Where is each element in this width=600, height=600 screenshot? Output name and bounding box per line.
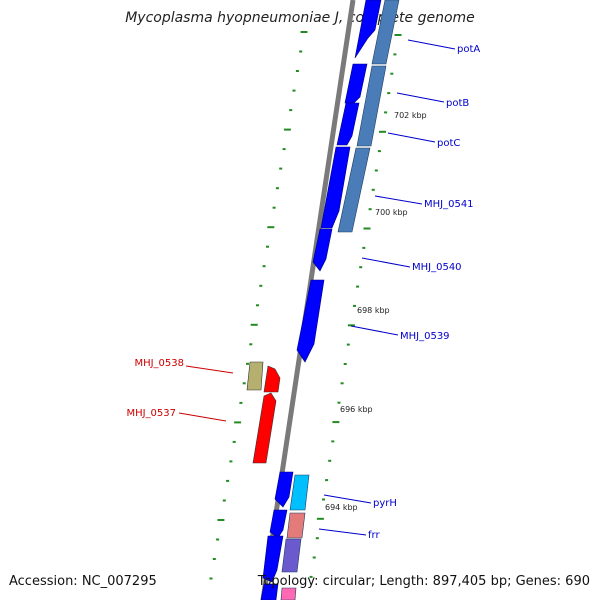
gene-label-mhj0541[interactable]: MHJ_0541 bbox=[424, 199, 474, 210]
accession-text: Accession: NC_007295 bbox=[9, 574, 157, 589]
label-leader-lines bbox=[178, 39, 456, 536]
ruler-label-702kbp: 702 kbp bbox=[394, 111, 427, 120]
gene-block-mhj0541[interactable] bbox=[320, 146, 351, 229]
gene-block-potb[interactable] bbox=[344, 63, 368, 104]
gene-label-mhj0537[interactable]: MHJ_0537 bbox=[126, 408, 176, 419]
gene-block-frr-blue[interactable] bbox=[269, 509, 288, 539]
gene-label-frr[interactable]: frr bbox=[368, 530, 380, 541]
forward-strand-genes bbox=[260, 0, 382, 600]
gene-label-pyrh[interactable]: pyrH bbox=[373, 498, 397, 509]
feature-block-next1[interactable] bbox=[281, 538, 302, 573]
genome-summary-text: Topology: circular; Length: 897,405 bp; … bbox=[257, 574, 590, 589]
inner-ruler-ticks bbox=[309, 34, 402, 578]
feature-block-pyrh[interactable] bbox=[289, 474, 310, 511]
gene-block-potc[interactable] bbox=[336, 102, 360, 146]
ruler-label-698kbp: 698 kbp bbox=[357, 306, 390, 315]
gene-label-potc[interactable]: potC bbox=[437, 138, 460, 149]
gene-block-mhj0540[interactable] bbox=[312, 228, 333, 272]
gene-block-pyrh-blue[interactable] bbox=[274, 471, 294, 508]
gene-block-next2[interactable] bbox=[260, 583, 279, 600]
gene-label-potb[interactable]: potB bbox=[446, 98, 469, 109]
feature-track bbox=[280, 0, 400, 600]
feature-block-frr[interactable] bbox=[286, 512, 306, 539]
feature-block-next2[interactable] bbox=[280, 587, 297, 600]
gene-label-pota[interactable]: potA bbox=[457, 44, 480, 55]
outer-ruler-ticks bbox=[209, 31, 308, 580]
gene-block-pota[interactable] bbox=[354, 0, 382, 59]
ruler-label-694kbp: 694 kbp bbox=[325, 503, 358, 512]
feature-block-potb[interactable] bbox=[356, 65, 387, 147]
gene-block-mhj0538-red[interactable] bbox=[263, 365, 281, 393]
feature-block-pota[interactable] bbox=[371, 0, 400, 65]
gene-labels: potA potB potC MHJ_0541 MHJ_0540 MHJ_053… bbox=[126, 44, 480, 541]
gene-block-mhj0538[interactable] bbox=[246, 361, 264, 391]
gene-label-mhj0538[interactable]: MHJ_0538 bbox=[134, 358, 184, 369]
gene-block-next1[interactable] bbox=[262, 535, 284, 583]
ruler-label-696kbp: 696 kbp bbox=[340, 405, 373, 414]
ruler-labels: 702 kbp 700 kbp 698 kbp 696 kbp 694 kbp bbox=[325, 111, 427, 512]
ruler-label-700kbp: 700 kbp bbox=[375, 208, 408, 217]
gene-label-mhj0539[interactable]: MHJ_0539 bbox=[400, 331, 450, 342]
gene-label-mhj0540[interactable]: MHJ_0540 bbox=[412, 262, 462, 273]
reverse-strand-genes bbox=[246, 361, 281, 464]
gene-block-mhj0539[interactable] bbox=[296, 279, 325, 363]
gene-block-mhj0537[interactable] bbox=[252, 392, 277, 464]
feature-block-mhj0541[interactable] bbox=[337, 147, 371, 233]
